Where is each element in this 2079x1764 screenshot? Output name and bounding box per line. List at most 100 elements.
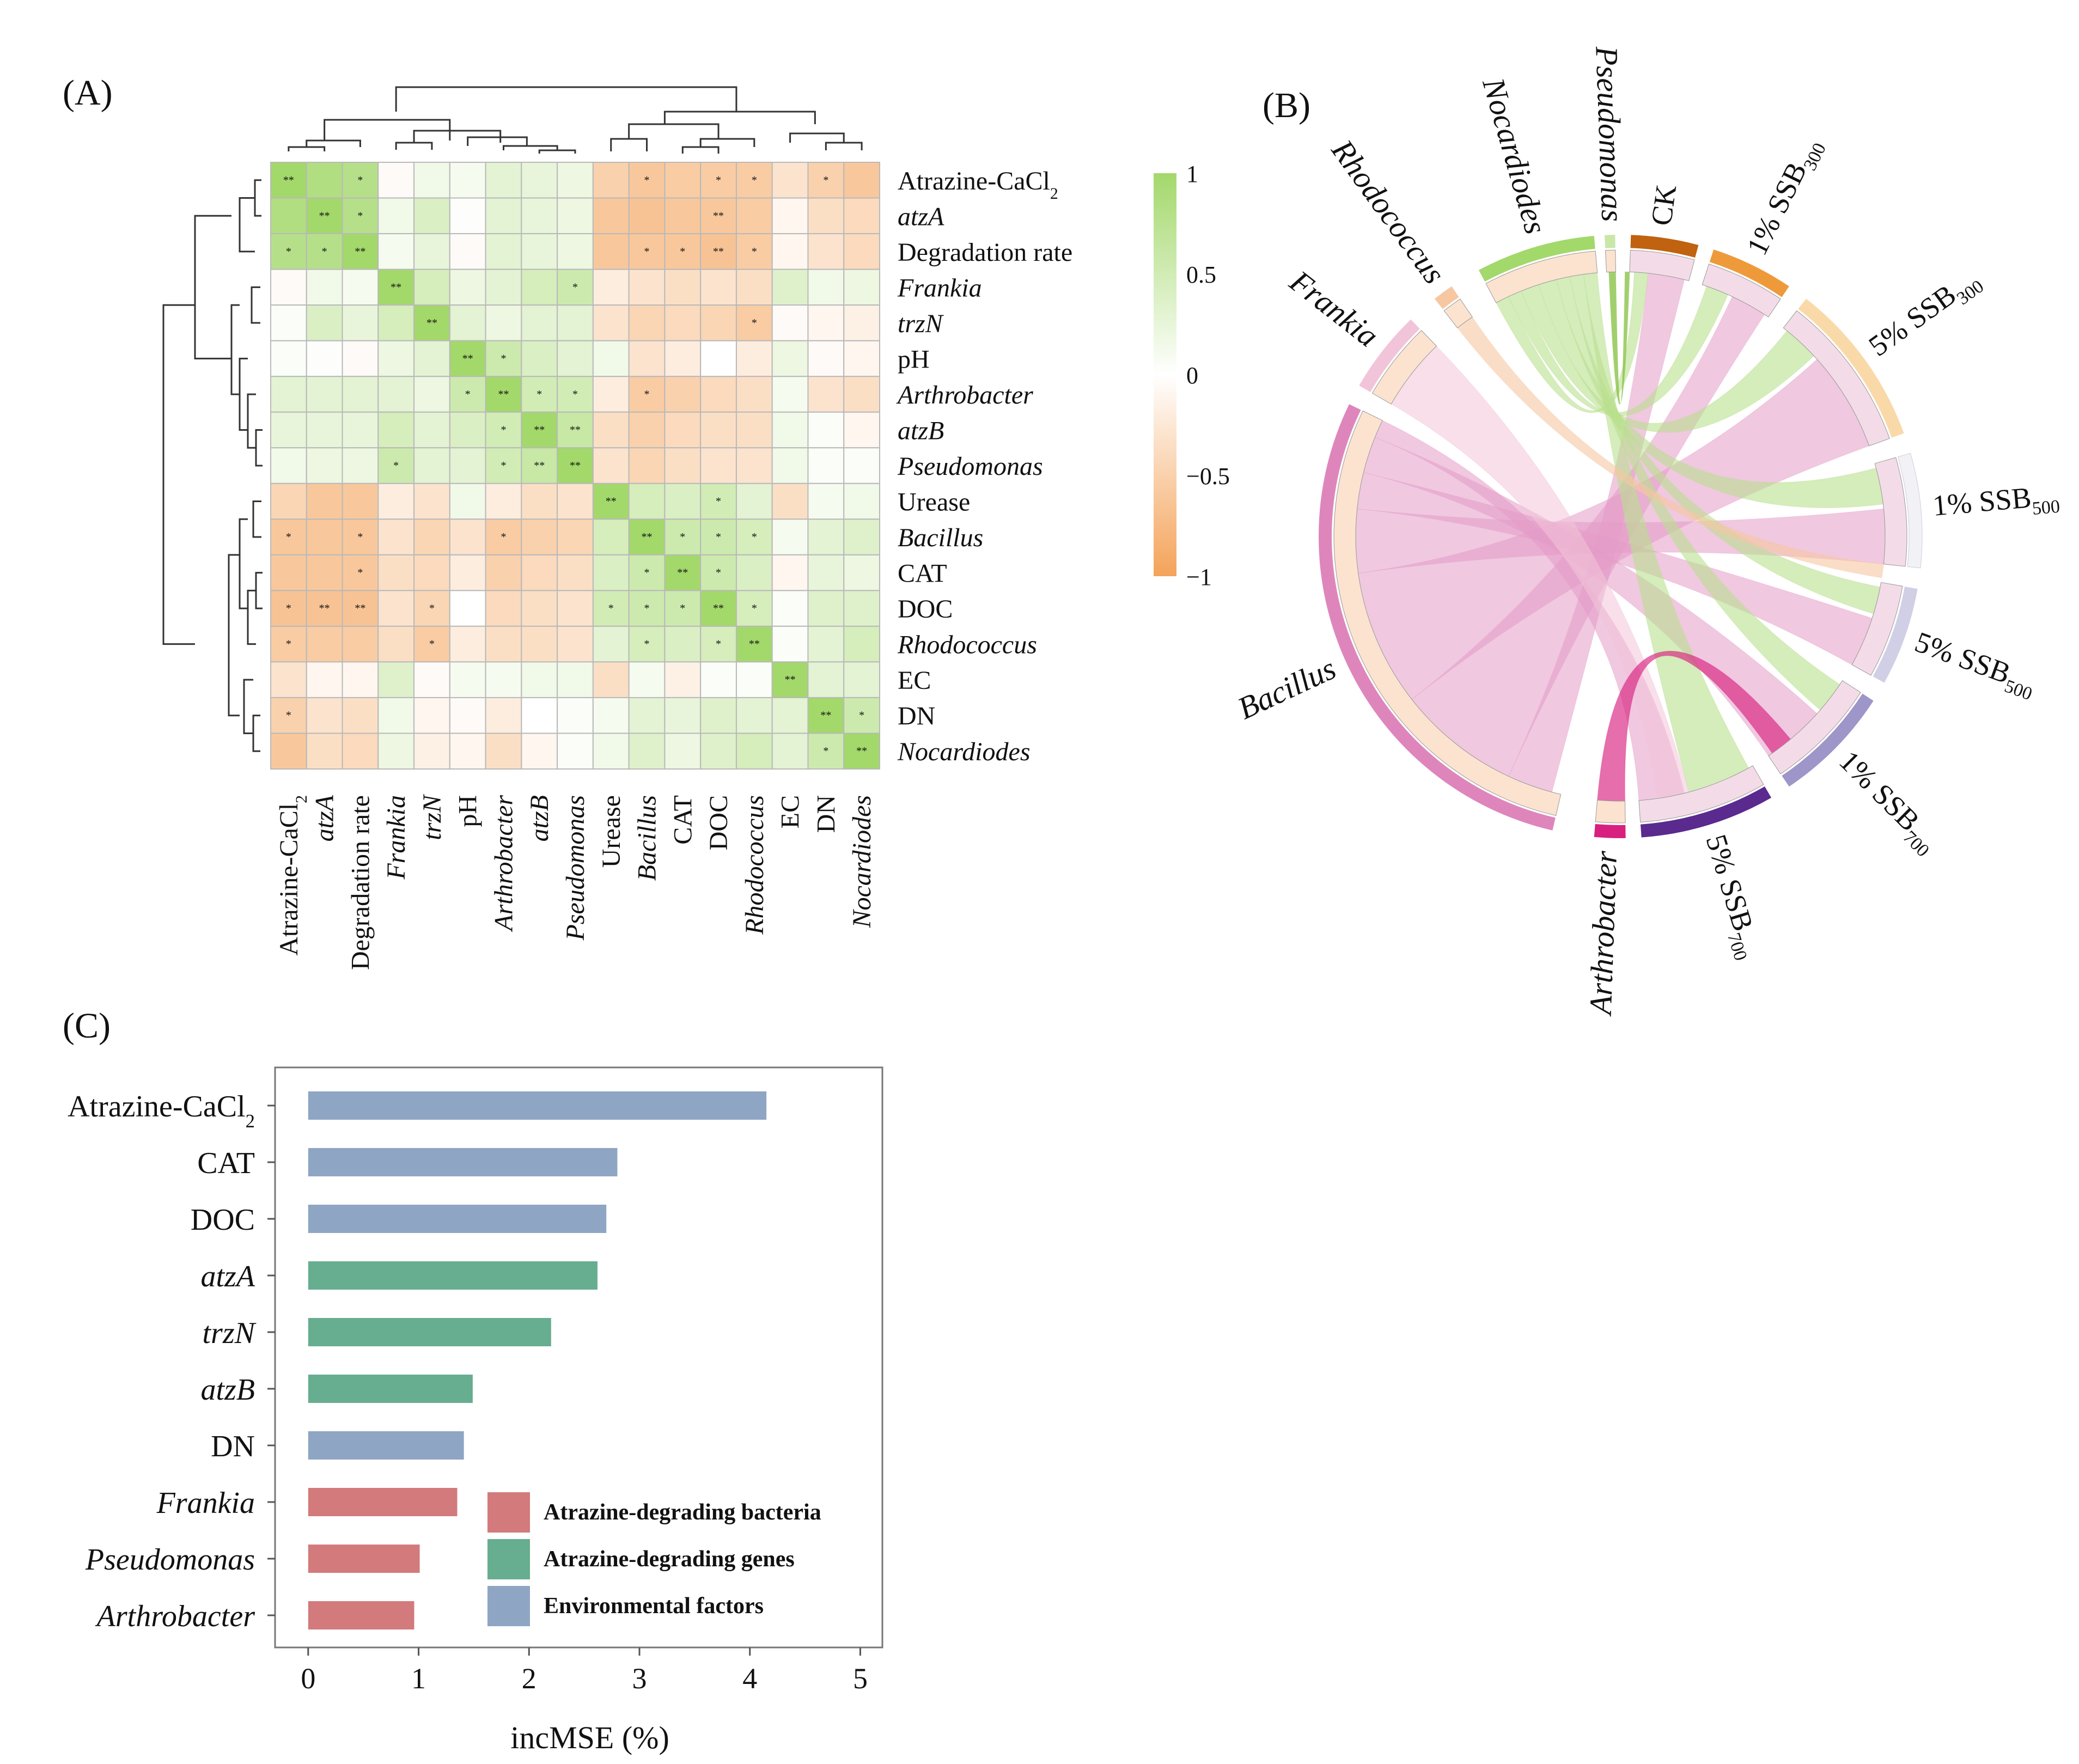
colorbar-tick: 0 bbox=[1186, 362, 1198, 389]
heatmap-column-label-text: Degradation rate bbox=[346, 795, 375, 970]
heatmap-cell bbox=[485, 411, 522, 449]
heatmap-row-label-text: pH bbox=[898, 345, 930, 374]
heatmap-cell bbox=[807, 411, 845, 449]
heatmap-cell bbox=[449, 447, 486, 484]
heatmap-cell bbox=[342, 304, 379, 341]
significance-mark: * bbox=[752, 246, 757, 258]
significance-mark: * bbox=[752, 174, 757, 186]
significance-mark: * bbox=[859, 710, 864, 722]
heatmap-column-label-text: EC bbox=[776, 795, 805, 828]
bar-category-label-text: Arthrobacter bbox=[95, 1600, 255, 1633]
colorbar-gradient bbox=[1154, 173, 1176, 576]
significance-mark: ** bbox=[570, 460, 581, 472]
chord-target-inner-arc bbox=[1851, 582, 1903, 676]
significance-mark: ** bbox=[355, 246, 365, 258]
chord-ribbon bbox=[1608, 271, 1630, 405]
chord-source-inner-arc bbox=[1605, 249, 1617, 273]
heatmap-cell bbox=[413, 447, 450, 484]
heatmap-cell bbox=[628, 625, 666, 663]
heatmap-cell bbox=[843, 697, 881, 734]
panel-label-c: (C) bbox=[63, 1006, 111, 1046]
significance-mark: ** bbox=[462, 352, 473, 364]
heatmap-cell bbox=[449, 554, 486, 591]
chord-source-inner-arc bbox=[1595, 799, 1626, 823]
heatmap-column-label-text: Urease bbox=[597, 795, 626, 868]
heatmap-cell bbox=[306, 162, 343, 199]
heatmap-column-label: EC bbox=[776, 795, 805, 828]
heatmap-column-label: Nocardiodes bbox=[848, 795, 876, 929]
chord-source-arc bbox=[1318, 404, 1556, 831]
heatmap-cell bbox=[771, 304, 809, 341]
heatmap-cell bbox=[771, 518, 809, 556]
significance-mark: ** bbox=[570, 424, 581, 436]
heatmap-column-label-text: Nocardiodes bbox=[848, 795, 876, 929]
heatmap-cell bbox=[700, 447, 737, 484]
significance-mark: ** bbox=[319, 210, 330, 222]
heatmap-cell bbox=[377, 554, 415, 591]
heatmap-cell bbox=[306, 590, 343, 627]
heatmap-cell bbox=[843, 340, 881, 377]
heatmap-cell bbox=[628, 376, 666, 413]
heatmap-cell bbox=[342, 411, 379, 449]
heatmap-cell bbox=[807, 233, 845, 270]
heatmap-cell bbox=[592, 518, 630, 556]
heatmap-cell bbox=[664, 162, 702, 199]
heatmap-cell bbox=[521, 554, 558, 591]
heatmap-cell bbox=[449, 376, 486, 413]
heatmap-cell bbox=[485, 340, 522, 377]
colorbar-ticks: 1 0.5 0 −0.5 −1 bbox=[1186, 161, 1230, 590]
heatmap-cell bbox=[807, 197, 845, 235]
heatmap-cell bbox=[628, 304, 666, 341]
significance-mark: ** bbox=[785, 674, 796, 686]
heatmap-cell bbox=[592, 268, 630, 306]
chord-target-label-text: 1% SSB bbox=[1931, 481, 2033, 522]
chord-target-label-text: 5% SSB bbox=[1911, 626, 2015, 690]
heatmap-cell bbox=[449, 697, 486, 734]
chord-source-inner-arc bbox=[1371, 329, 1437, 405]
heatmap-column-labels: Atrazine-CaCl2 atzA Degradation rate Franki… bbox=[275, 794, 876, 970]
heatmap-row-label: Urease bbox=[898, 488, 970, 517]
dendrogram-link bbox=[251, 286, 260, 324]
heatmap-cell bbox=[521, 733, 558, 770]
significance-mark: * bbox=[644, 388, 650, 400]
heatmap-cell bbox=[664, 376, 702, 413]
heatmap-cell bbox=[521, 197, 558, 235]
heatmap-cell bbox=[485, 554, 522, 591]
heatmap-cell bbox=[843, 518, 881, 556]
dendrogram-link bbox=[247, 393, 256, 449]
heatmap-row-label: Bacillus bbox=[898, 523, 983, 552]
dendrogram-link bbox=[538, 149, 576, 154]
heatmap-cell bbox=[735, 554, 773, 591]
heatmap-cell bbox=[735, 625, 773, 663]
heatmap-cell bbox=[700, 518, 737, 556]
significance-mark: ** bbox=[856, 745, 867, 757]
significance-mark: * bbox=[644, 638, 650, 650]
bar bbox=[308, 1261, 598, 1290]
heatmap-cell bbox=[628, 697, 666, 734]
heatmap-cell bbox=[270, 483, 307, 520]
heatmap-row-label-text: Urease bbox=[898, 488, 970, 517]
heatmap-column-label-text: CAT bbox=[668, 795, 697, 845]
heatmap-cell bbox=[377, 625, 415, 663]
heatmap-cell bbox=[342, 697, 379, 734]
heatmap-column-label-text: Atrazine-CaCl bbox=[275, 803, 303, 956]
heatmap-cell bbox=[807, 376, 845, 413]
heatmap-cell bbox=[449, 304, 486, 341]
heatmap-cell bbox=[306, 518, 343, 556]
heatmap-cell bbox=[628, 340, 666, 377]
dendrogram-link bbox=[681, 146, 720, 154]
heatmap-cell bbox=[270, 554, 307, 591]
bar-category-label-text: Pseudomonas bbox=[85, 1543, 255, 1577]
heatmap-cell bbox=[735, 233, 773, 270]
heatmap-cell bbox=[592, 197, 630, 235]
heatmap-cell bbox=[664, 590, 702, 627]
heatmap-cell bbox=[807, 268, 845, 306]
heatmap-cell bbox=[771, 411, 809, 449]
chord-source-label: Rhodococcus bbox=[1325, 133, 1453, 290]
chord-target-arc bbox=[1709, 249, 1789, 297]
heatmap-cell bbox=[306, 554, 343, 591]
heatmap-row-label-text: Atrazine-CaCl bbox=[898, 167, 1050, 196]
heatmap-row-label: CAT bbox=[898, 559, 947, 588]
heatmap-cell bbox=[771, 340, 809, 377]
heatmap-cell bbox=[735, 411, 773, 449]
